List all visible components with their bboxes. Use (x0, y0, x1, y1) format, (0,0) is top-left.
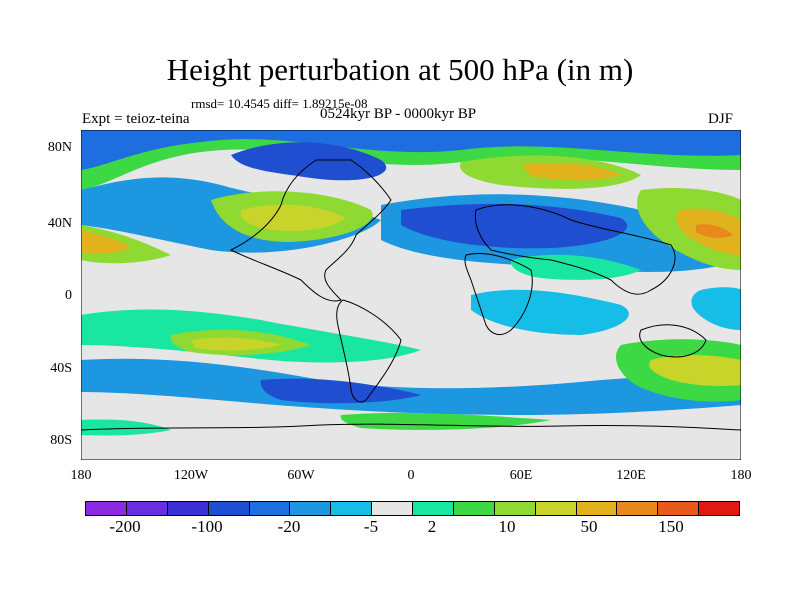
lon-label-60e: 60E (509, 468, 533, 483)
colorbar-swatch (208, 502, 250, 515)
colorbar-label: 150 (658, 517, 684, 536)
lon-label-120w: 120W (173, 468, 209, 483)
colorbar-label: 10 (498, 517, 516, 536)
lon-label-0: 0 (407, 468, 415, 483)
colorbar-swatch (494, 502, 536, 515)
map-panel (81, 130, 741, 460)
contour-fill (81, 130, 741, 460)
colorbar-label: 2 (427, 517, 437, 536)
colorbar-swatch (576, 502, 618, 515)
coastlines (81, 159, 741, 431)
colorbar-swatch (535, 502, 577, 515)
colorbar-swatch (167, 502, 209, 515)
chart-title: Height perturbation at 500 hPa (in m) (166, 52, 634, 87)
colorbar-label: -5 (363, 517, 379, 536)
colorbar-label: -200 (109, 517, 141, 536)
colorbar-swatch (699, 502, 739, 515)
colorbar-swatch (331, 502, 373, 515)
colorbar-swatch (453, 502, 495, 515)
colorbar-swatch (86, 502, 127, 515)
colorbar-label: -20 (277, 517, 301, 536)
colorbar-label: -100 (191, 517, 223, 536)
lon-label-60w: 60W (287, 468, 315, 483)
lat-label-40n: 40N (47, 216, 72, 231)
map-svg (81, 130, 741, 460)
lat-label-80n: 80N (47, 140, 72, 155)
season-label: DJF (708, 111, 734, 127)
colorbar-swatch (413, 502, 454, 515)
colorbar-label: 50 (580, 517, 598, 536)
colorbar (85, 501, 740, 516)
period-label: 0524kyr BP - 0000kyr BP (320, 106, 477, 122)
lon-label-120e: 120E (616, 468, 646, 483)
lat-label-0: 0 (65, 288, 72, 303)
lat-label-40s: 40S (50, 361, 72, 376)
colorbar-swatch (658, 502, 700, 515)
lat-label-80s: 80S (50, 433, 72, 448)
lon-label-180e: 180 (730, 468, 752, 483)
lon-label-180w: 180 (70, 468, 92, 483)
colorbar-swatch (290, 502, 332, 515)
colorbar-swatch (372, 502, 413, 515)
colorbar-swatch (617, 502, 659, 515)
experiment-label: Expt = teioz-teina (82, 111, 190, 127)
colorbar-swatch (249, 502, 291, 515)
stats-text: rmsd= 10.4545 diff= 1.89215e-08 (191, 96, 368, 111)
colorbar-swatch (126, 502, 168, 515)
